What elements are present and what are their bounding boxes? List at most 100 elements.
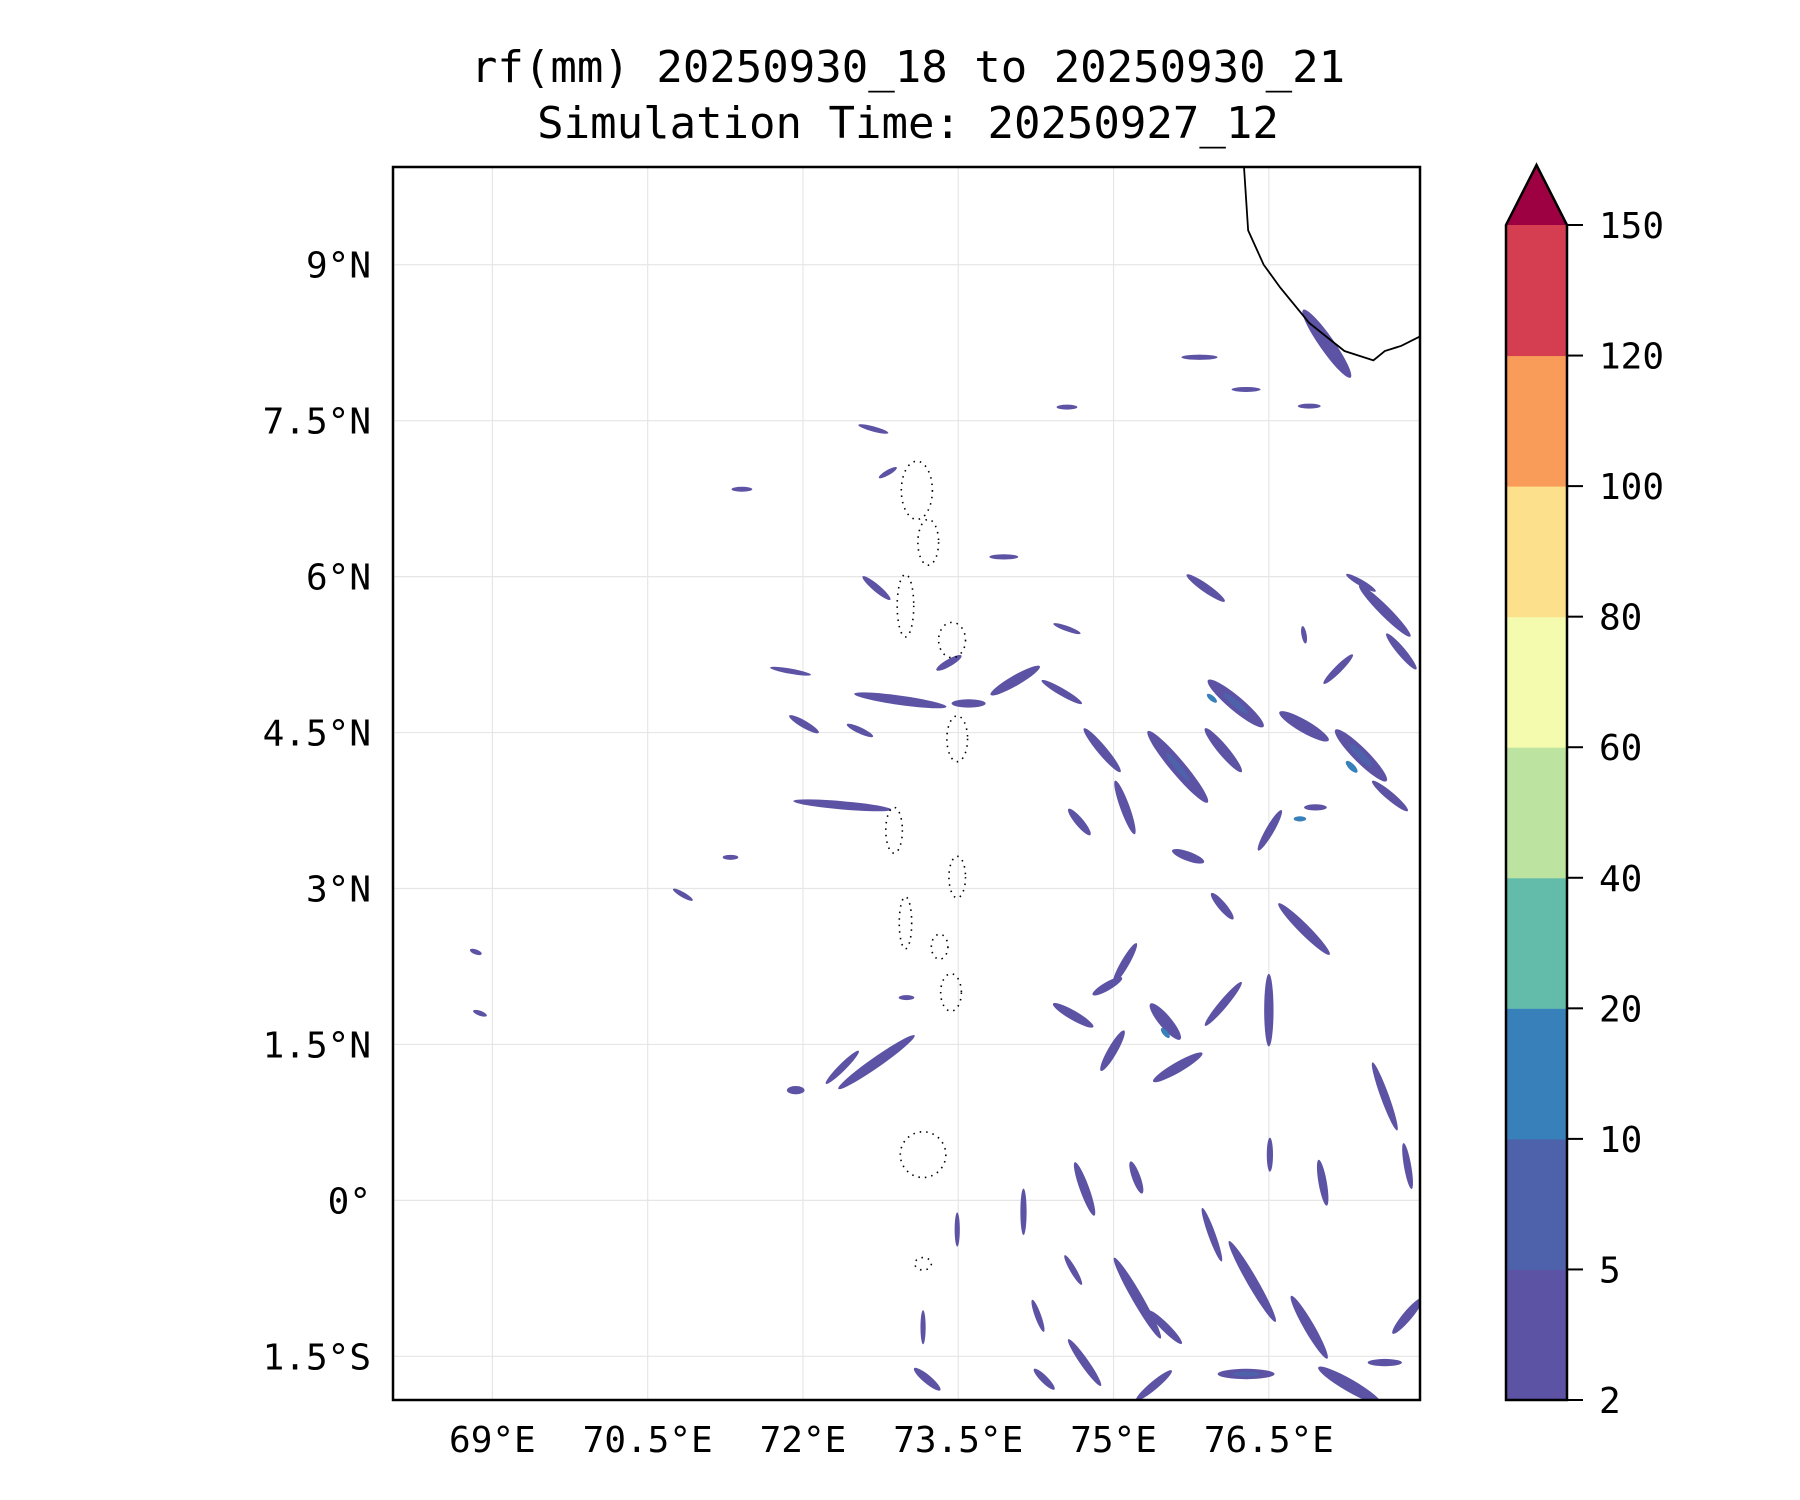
rain-cell bbox=[1358, 585, 1411, 637]
colorbar-segment bbox=[1506, 1269, 1567, 1401]
colorbar-tick-label: 150 bbox=[1599, 206, 1664, 247]
rain-cell bbox=[1041, 679, 1083, 705]
x-tick-label: 76.5°E bbox=[1204, 1420, 1334, 1461]
rain-cell bbox=[1113, 1257, 1162, 1339]
rain-cell bbox=[1371, 780, 1409, 812]
atoll-outline bbox=[884, 806, 904, 854]
rain-cell bbox=[1223, 693, 1248, 714]
rain-cell bbox=[1020, 1188, 1027, 1236]
atoll-outline bbox=[913, 1256, 933, 1271]
colorbar-segment bbox=[1506, 877, 1567, 1009]
colorbar-segment bbox=[1506, 747, 1567, 879]
rain-cell bbox=[793, 799, 892, 812]
y-tick-label: 9°N bbox=[306, 246, 371, 287]
atoll-outline bbox=[899, 1130, 947, 1179]
rain-cell bbox=[731, 486, 753, 492]
atoll-outline bbox=[900, 460, 934, 521]
rain-cell bbox=[1181, 354, 1218, 360]
rain-layer bbox=[469, 309, 1420, 1400]
colorbar-segment bbox=[1506, 486, 1567, 618]
rain-cell bbox=[1346, 573, 1376, 592]
rain-cell bbox=[1100, 1030, 1125, 1071]
rain-cell bbox=[1392, 1297, 1420, 1334]
rain-cell bbox=[1129, 1161, 1144, 1194]
rain-cell bbox=[1301, 626, 1308, 644]
atoll-outline bbox=[939, 972, 963, 1012]
rain-cell bbox=[1073, 1162, 1096, 1216]
x-tick-label: 72°E bbox=[760, 1420, 847, 1461]
colorbar-tick-label: 40 bbox=[1599, 859, 1642, 900]
rain-cell bbox=[1316, 1159, 1329, 1206]
colorbar-segment bbox=[1506, 355, 1567, 487]
rain-cell bbox=[990, 665, 1040, 696]
rain-cell bbox=[951, 699, 986, 708]
rain-cell bbox=[789, 715, 819, 734]
colorbar-segment bbox=[1506, 225, 1567, 357]
rain-cell bbox=[1402, 1143, 1413, 1190]
rain-cell bbox=[1033, 1368, 1055, 1390]
rain-cell bbox=[846, 723, 874, 738]
gridlines bbox=[393, 167, 1420, 1400]
rain-cell bbox=[1083, 728, 1121, 773]
rain-cell bbox=[1318, 1366, 1382, 1400]
y-tick-label: 4.5°N bbox=[263, 714, 371, 755]
rain-cell bbox=[1304, 804, 1327, 811]
atoll-outline bbox=[946, 715, 969, 763]
atoll-outline bbox=[948, 855, 967, 899]
rain-cell bbox=[1160, 1027, 1170, 1039]
rain-cell bbox=[1206, 693, 1217, 703]
x-tick-label: 73.5°E bbox=[893, 1420, 1023, 1461]
y-tick-label: 3°N bbox=[306, 870, 371, 911]
rain-cell bbox=[825, 1050, 859, 1084]
rain-cell bbox=[1231, 386, 1261, 392]
rain-cell bbox=[954, 1212, 960, 1247]
rain-cell bbox=[469, 948, 482, 956]
y-tick-label: 0° bbox=[328, 1181, 371, 1222]
colorbar-segment bbox=[1506, 616, 1567, 748]
chart-title: rf(mm) 20250930_18 to 20250930_21 bbox=[470, 42, 1346, 93]
coastline bbox=[884, 166, 1421, 1271]
rain-cell bbox=[1171, 848, 1205, 864]
rain-cell bbox=[1204, 728, 1243, 773]
colorbar-tick-label: 2 bbox=[1599, 1381, 1621, 1422]
rain-cell bbox=[1165, 752, 1190, 781]
y-tick-label: 1.5°S bbox=[263, 1337, 371, 1378]
rain-cell bbox=[722, 854, 739, 860]
rain-cell bbox=[1152, 1052, 1203, 1083]
rain-cell bbox=[878, 467, 897, 479]
y-tick-label: 1.5°N bbox=[263, 1025, 371, 1066]
rain-cell bbox=[1279, 711, 1329, 742]
rain-cell bbox=[672, 888, 693, 901]
y-axis: 9°N 7.5°N 6°N 4.5°N 3°N 1.5°N 0° 1.5°S bbox=[263, 246, 371, 1379]
rain-cell bbox=[1293, 816, 1307, 822]
rain-cell bbox=[862, 576, 891, 601]
rain-cell bbox=[1323, 654, 1354, 685]
plot-frame bbox=[391, 165, 1422, 1402]
rain-cell bbox=[1386, 633, 1417, 670]
colorbar-segment bbox=[1506, 1138, 1567, 1270]
rain-cell bbox=[1135, 1370, 1172, 1400]
x-tick-label: 69°E bbox=[449, 1420, 536, 1461]
rain-cell bbox=[1092, 976, 1123, 996]
rain-cell bbox=[1302, 309, 1352, 378]
rain-cell bbox=[913, 1367, 941, 1391]
rain-cell bbox=[1345, 760, 1358, 773]
rain-cell bbox=[1297, 403, 1321, 409]
colorbar-tick-label: 120 bbox=[1599, 337, 1664, 378]
rain-cell bbox=[1067, 1339, 1102, 1387]
coastline-india bbox=[1243, 166, 1421, 362]
rain-cell bbox=[1112, 943, 1138, 984]
y-tick-label: 6°N bbox=[306, 558, 371, 599]
colorbar-tick-label: 20 bbox=[1599, 989, 1642, 1030]
rain-cell bbox=[1114, 780, 1136, 835]
rain-cell bbox=[1290, 1295, 1328, 1359]
rain-cell bbox=[854, 692, 947, 709]
x-tick-label: 70.5°E bbox=[583, 1420, 713, 1461]
rain-cell bbox=[1349, 744, 1373, 767]
rain-cell bbox=[1210, 892, 1234, 920]
chart-subtitle: Simulation Time: 20250927_12 bbox=[537, 98, 1279, 149]
rain-cell bbox=[1266, 1137, 1274, 1172]
colorbar-tick-label: 60 bbox=[1599, 728, 1642, 769]
rainfall-contours bbox=[469, 309, 1420, 1400]
